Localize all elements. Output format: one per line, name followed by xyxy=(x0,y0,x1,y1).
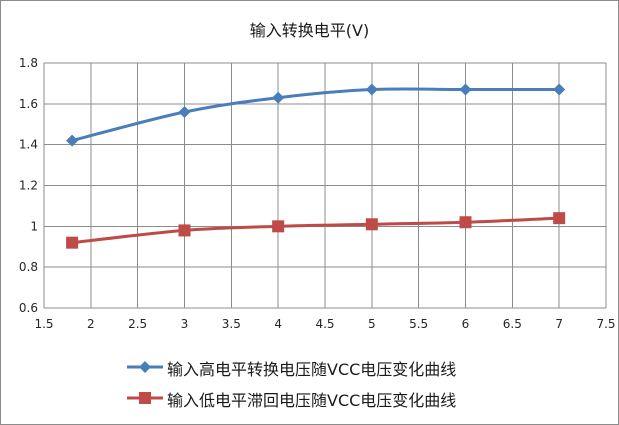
series-line-1 xyxy=(71,216,560,245)
series-0-point-3 xyxy=(365,83,378,96)
x-tick-label-11: 7 xyxy=(555,317,563,331)
series-1-point-4 xyxy=(459,216,472,229)
series-line-0 xyxy=(71,87,560,143)
legend-swatch-low xyxy=(127,392,163,404)
x-tick-label-1: 2 xyxy=(87,317,95,331)
y-tick-label-2: 1 xyxy=(30,219,38,233)
series-0-point-4 xyxy=(459,83,472,96)
legend-item-low: 输入低电平滞回电压随VCC电压变化曲线 xyxy=(127,385,607,411)
y-tick-label-6: 1.8 xyxy=(19,56,38,70)
x-tick-label-0: 1.5 xyxy=(34,317,53,331)
series-1-point-3 xyxy=(365,218,378,231)
series-1-point-5 xyxy=(553,212,566,225)
series-0-point-0 xyxy=(66,134,79,147)
x-tick-label-8: 5.5 xyxy=(409,317,428,331)
x-tick-label-10: 6.5 xyxy=(503,317,522,331)
y-tick-label-5: 1.6 xyxy=(19,97,38,111)
series-0-point-2 xyxy=(272,91,285,104)
series-0-point-1 xyxy=(178,106,191,118)
legend-item-high: 输入高电平转换电压随VCC电压变化曲线 xyxy=(127,354,607,380)
series-1-point-1 xyxy=(178,224,191,237)
legend-label-high: 输入高电平转换电压随VCC电压变化曲线 xyxy=(167,360,457,379)
x-tick-label-2: 2.5 xyxy=(128,317,147,331)
x-tick-label-5: 4 xyxy=(274,317,282,331)
y-tick-label-3: 1.2 xyxy=(19,179,38,193)
x-tick-label-4: 3.5 xyxy=(222,317,241,331)
x-tick-label-9: 6 xyxy=(462,317,470,331)
legend-swatch-high xyxy=(127,361,163,373)
y-tick-label-1: 0.8 xyxy=(19,260,38,274)
x-tick-label-12: 7.5 xyxy=(596,317,615,331)
x-tick-label-6: 4.5 xyxy=(315,317,334,331)
chart-title: 输入转换电平(V) xyxy=(249,21,370,40)
y-tick-label-4: 1.4 xyxy=(19,138,38,152)
legend-label-low: 输入低电平滞回电压随VCC电压变化曲线 xyxy=(167,391,457,410)
x-tick-label-7: 5 xyxy=(368,317,376,331)
series-1-point-0 xyxy=(66,236,79,249)
series-0-point-5 xyxy=(553,83,566,96)
series-1-point-2 xyxy=(272,220,285,233)
x-tick-label-3: 3 xyxy=(181,317,189,331)
y-tick-label-0: 0.6 xyxy=(19,301,38,315)
